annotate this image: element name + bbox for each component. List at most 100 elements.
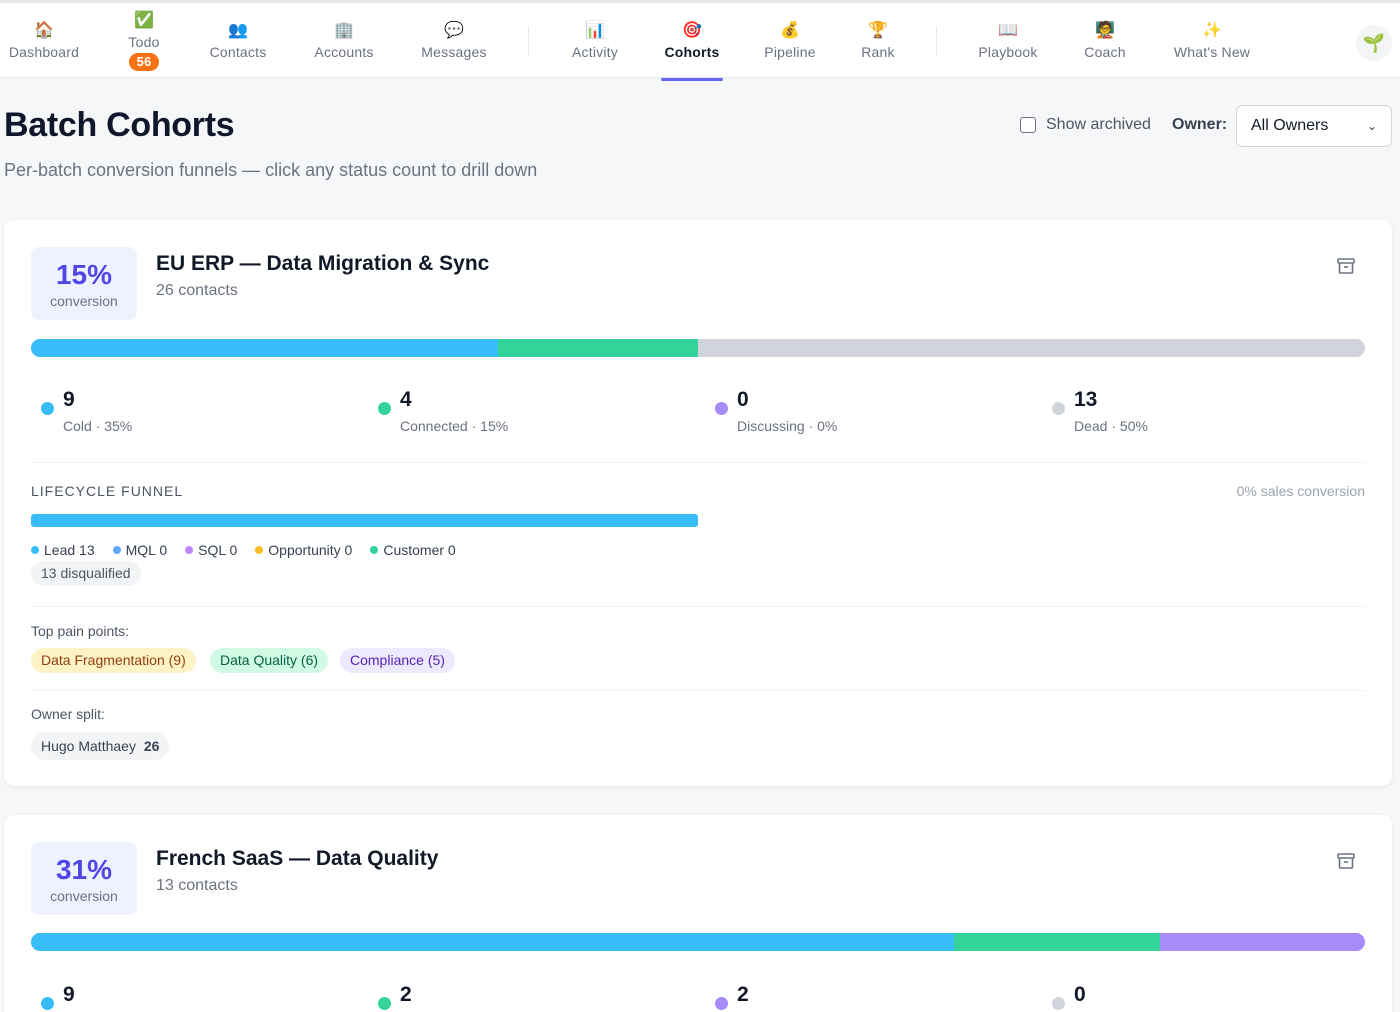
building-icon: 🏢 (333, 22, 355, 39)
nav-contacts[interactable]: 👥 Contacts (202, 3, 274, 79)
cohort-contacts-count: 13 contacts (156, 877, 238, 894)
pain-point-chip[interactable]: Data Quality (6) (210, 648, 329, 673)
lifecycle-funnel-title: LIFECYCLE FUNNEL (31, 483, 184, 499)
nav-accounts[interactable]: 🏢 Accounts (306, 3, 382, 79)
sparkles-icon: ✨ (1201, 22, 1223, 39)
status-segment-cold (31, 339, 498, 357)
nav-whats-new[interactable]: ✨ What's New (1166, 3, 1258, 79)
status-count[interactable]: 9 (63, 388, 75, 411)
status-segment-connected (954, 933, 1160, 951)
legend-label: Customer 0 (383, 542, 456, 558)
legend-dot (185, 546, 194, 554)
cohort-card: 31% conversion French SaaS — Data Qualit… (4, 815, 1392, 1012)
owner-split-label: Owner split: (31, 706, 105, 722)
nav-label: Contacts (209, 44, 267, 60)
user-avatar[interactable]: 🌱 (1356, 25, 1392, 61)
status-segment-discussing (1159, 933, 1365, 951)
status-dot (1052, 402, 1065, 415)
conversion-label: conversion (50, 887, 118, 904)
show-archived-label: Show archived (1046, 116, 1151, 133)
pain-point-chip[interactable]: Compliance (5) (340, 648, 455, 673)
trophy-icon: 🏆 (867, 22, 889, 39)
status-dot (378, 997, 391, 1010)
chevron-down-icon: ⌄ (1366, 119, 1377, 133)
divider (31, 462, 1365, 463)
legend-dot (370, 546, 379, 554)
house-icon: 🏠 (33, 22, 55, 39)
cohort-contacts-count: 26 contacts (156, 282, 238, 299)
nav-messages[interactable]: 💬 Messages (414, 3, 494, 79)
pain-point-chip[interactable]: Data Fragmentation (9) (31, 648, 196, 673)
legend-item-lead: Lead 13 (31, 542, 95, 558)
archive-icon[interactable] (1336, 256, 1356, 276)
nav-rank[interactable]: 🏆 Rank (856, 3, 900, 79)
top-nav: 🏠 Dashboard ✅ Todo 56 👥 Contacts 🏢 Accou… (0, 0, 1400, 81)
sales-conversion: 0% sales conversion (1236, 483, 1365, 499)
nav-coach[interactable]: 🧑‍🏫 Coach (1078, 3, 1132, 79)
page-subtitle: Per-batch conversion funnels — click any… (4, 160, 538, 180)
status-dot (41, 997, 54, 1010)
status-caption: Discussing · 0% (737, 418, 838, 434)
conversion-label: conversion (50, 292, 118, 309)
lifecycle-funnel-bar (31, 514, 698, 527)
divider (31, 690, 1365, 691)
bar-chart-icon: 📊 (584, 22, 606, 39)
nav-cohorts[interactable]: 🎯 Cohorts (661, 3, 723, 81)
legend-label: SQL 0 (198, 542, 238, 558)
conversion-percent: 31% (55, 853, 113, 885)
cohort-title: French SaaS — Data Quality (156, 847, 439, 870)
nav-playbook[interactable]: 📖 Playbook (972, 3, 1044, 79)
status-count[interactable]: 2 (400, 983, 412, 1006)
legend-item-customer: Customer 0 (370, 542, 456, 558)
nav-activity[interactable]: 📊 Activity (562, 3, 628, 79)
nav-label: Messages (421, 44, 487, 60)
status-count[interactable]: 13 (1074, 388, 1098, 411)
conversion-box: 31% conversion (31, 842, 137, 915)
nav-dashboard[interactable]: 🏠 Dashboard (4, 3, 84, 79)
conversion-box: 15% conversion (31, 247, 137, 320)
status-dot (715, 997, 728, 1010)
show-archived-toggle[interactable]: Show archived (1020, 116, 1151, 134)
nav-label: Coach (1084, 44, 1126, 60)
nav-pipeline[interactable]: 💰 Pipeline (758, 3, 822, 79)
owner-select[interactable]: All Owners ⌄ (1236, 105, 1392, 147)
book-icon: 📖 (997, 22, 1019, 39)
status-count[interactable]: 9 (63, 983, 75, 1006)
show-archived-checkbox[interactable] (1020, 117, 1036, 133)
nav-divider (528, 27, 529, 55)
disqualified-chip[interactable]: 13 disqualified (31, 561, 141, 586)
status-count[interactable]: 2 (737, 983, 749, 1006)
status-distribution-bar (31, 933, 1365, 951)
nav-label: Cohorts (664, 44, 720, 60)
status-caption: Connected · 15% (400, 418, 509, 434)
archive-icon[interactable] (1336, 851, 1356, 871)
coach-icon: 🧑‍🏫 (1094, 22, 1116, 39)
divider (31, 606, 1365, 607)
status-dot (41, 402, 54, 415)
owner-chip[interactable]: Hugo Matthaey 26 (31, 732, 170, 760)
status-segment-dead (697, 339, 1365, 357)
nav-label: Dashboard (8, 44, 80, 60)
people-icon: 👥 (227, 22, 249, 39)
owner-select-value: All Owners (1251, 117, 1329, 134)
page-title: Batch Cohorts (4, 106, 235, 144)
status-count[interactable]: 0 (1074, 983, 1086, 1006)
nav-label: What's New (1173, 44, 1251, 60)
nav-label: Pipeline (764, 44, 816, 60)
nav-divider (936, 27, 937, 55)
legend-label: Opportunity 0 (268, 542, 353, 558)
nav-label: Playbook (978, 44, 1038, 60)
nav-todo[interactable]: ✅ Todo 56 (112, 3, 176, 79)
lifecycle-legend: Lead 13 MQL 0 SQL 0 Opportunity 0 Custom… (31, 542, 456, 558)
owner-label: Owner: (1172, 116, 1228, 133)
status-distribution-bar (31, 339, 1365, 357)
nav-label: Activity (572, 44, 618, 60)
status-count[interactable]: 0 (737, 388, 749, 411)
legend-dot (255, 546, 264, 554)
nav-label: Accounts (314, 44, 374, 60)
status-segment-connected (497, 339, 698, 357)
status-caption: Cold · 35% (63, 418, 133, 434)
check-icon: ✅ (133, 12, 155, 29)
status-count[interactable]: 4 (400, 388, 412, 411)
legend-item-mql: MQL 0 (112, 542, 167, 558)
